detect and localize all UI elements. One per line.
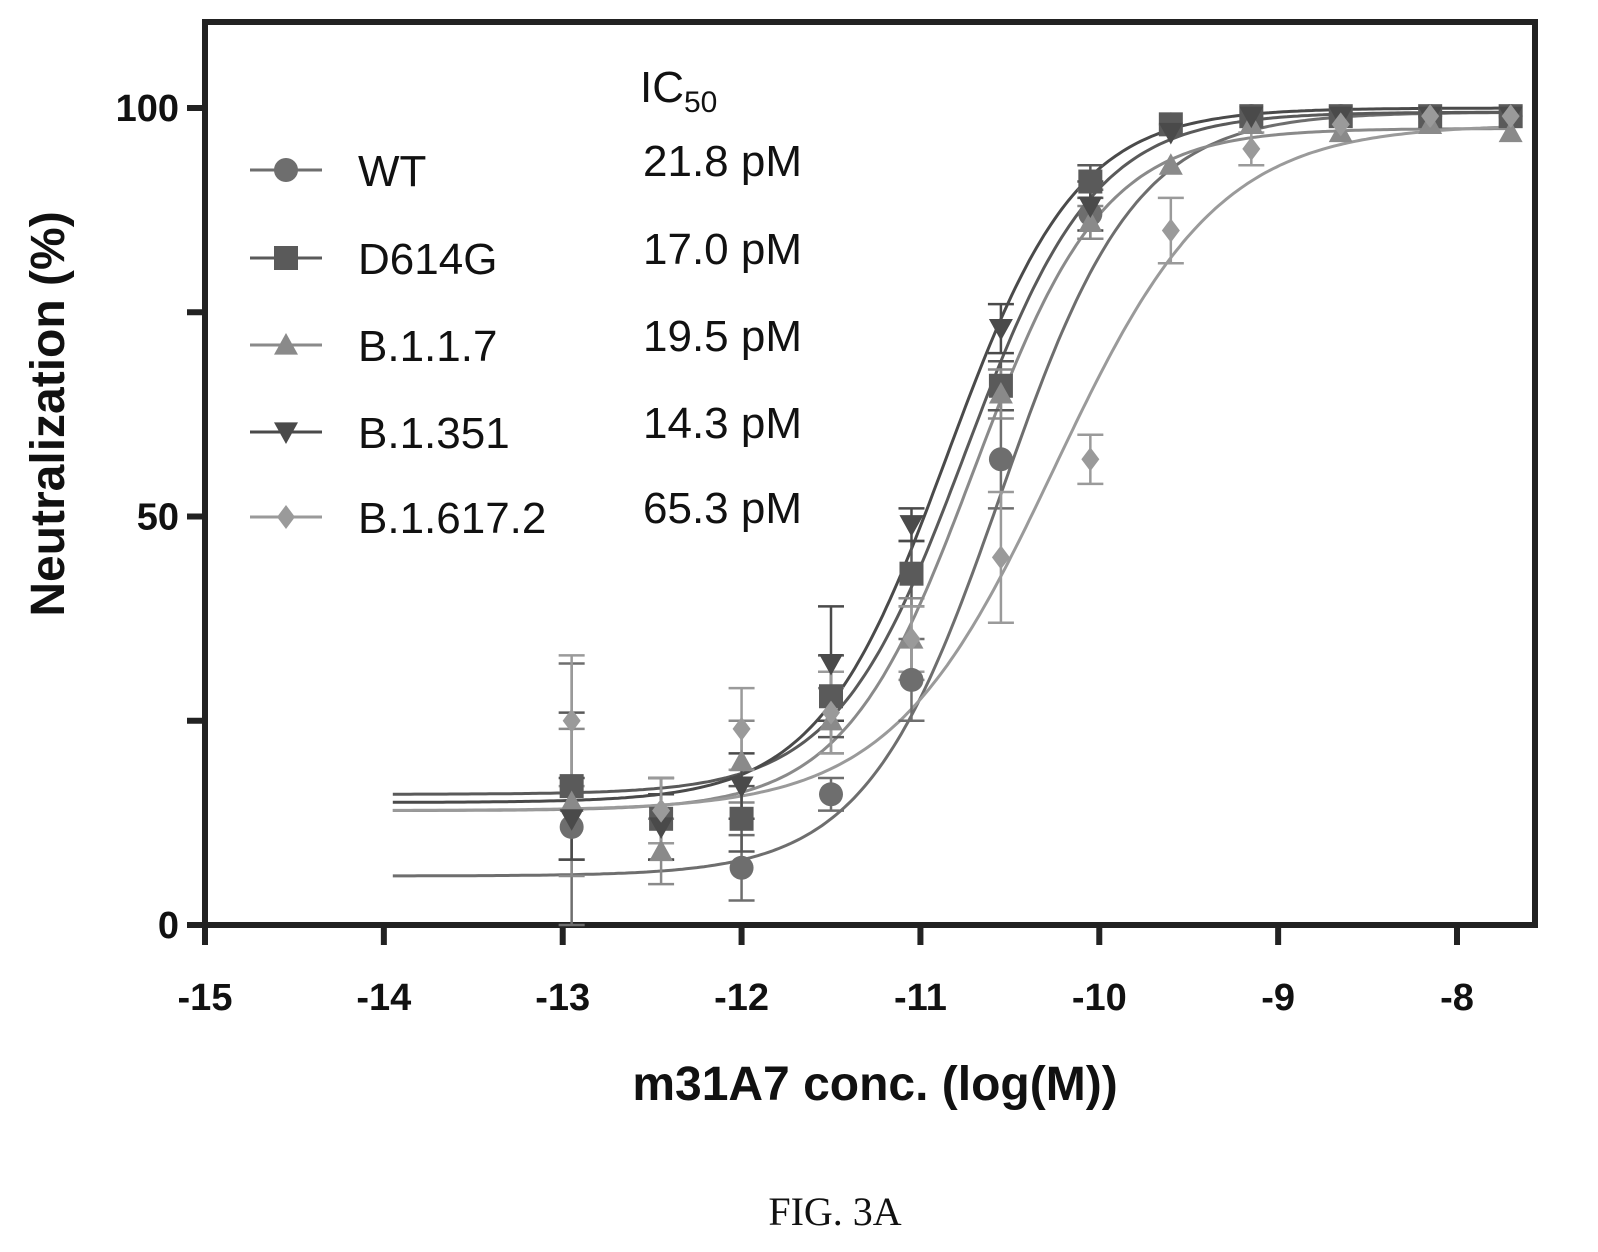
x-tick-label: -9 bbox=[1261, 977, 1295, 1019]
legend-header: IC50 bbox=[640, 63, 717, 119]
data-point-b-1-351 bbox=[1239, 106, 1264, 129]
data-point-b-1-617-2 bbox=[732, 716, 751, 741]
data-point-b-1-617-2 bbox=[902, 627, 921, 652]
data-point-b-1-351 bbox=[819, 653, 843, 676]
data-point-b-1-617-2 bbox=[562, 708, 581, 733]
fit-curve-b-1-617-2 bbox=[392, 125, 1509, 812]
data-point-wt bbox=[899, 667, 924, 692]
legend-marker bbox=[274, 422, 298, 444]
data-point-b-1-1-7 bbox=[729, 749, 754, 772]
legend-entry-wt: WT 21.8 pM bbox=[250, 137, 802, 196]
legend-series-name: B.1.351 bbox=[358, 409, 510, 458]
data-point-b-1-617-2 bbox=[822, 700, 840, 725]
legend-marker bbox=[274, 158, 298, 182]
data-point-b-1-1-7 bbox=[649, 839, 674, 862]
data-point-d614g bbox=[899, 561, 924, 586]
data-point-b-1-351 bbox=[649, 817, 674, 839]
data-point-b-1-351 bbox=[988, 318, 1013, 341]
chart-axes: -15 -14 -13 -12 -11 -10 -9 -8 0 50 100 bbox=[116, 19, 1538, 1019]
y-tick-label: 0 bbox=[158, 905, 179, 947]
figure-caption: FIG. 3A bbox=[768, 1189, 901, 1234]
data-point-b-1-617-2 bbox=[652, 798, 671, 823]
legend-ic50-value: 17.0 pM bbox=[643, 225, 802, 274]
legend-series-name: WT bbox=[358, 147, 426, 196]
x-tick-label: -10 bbox=[1072, 977, 1127, 1019]
y-tick-label: 50 bbox=[137, 497, 179, 539]
legend-ic50-value: 19.5 pM bbox=[643, 312, 802, 361]
data-point-b-1-617-2 bbox=[1161, 218, 1180, 243]
fit-curves bbox=[392, 106, 1509, 878]
data-point-b-1-617-2 bbox=[1331, 112, 1350, 137]
legend-header-subscript: 50 bbox=[684, 86, 717, 119]
legend-entry-b-1-1-7: B.1.1.7 19.5 pM bbox=[250, 312, 802, 371]
plot-frame bbox=[202, 19, 1538, 928]
fit-curve-b-1-1-7 bbox=[392, 127, 1509, 812]
y-tick-label: 100 bbox=[116, 88, 179, 130]
data-point-b-1-617-2 bbox=[1421, 104, 1440, 129]
data-point-b-1-1-7 bbox=[988, 381, 1013, 404]
data-points bbox=[559, 104, 1523, 880]
legend-entry-b-1-351: B.1.351 14.3 pM bbox=[250, 399, 802, 458]
data-point-b-1-617-2 bbox=[1242, 136, 1261, 161]
data-point-b-1-1-7 bbox=[1498, 120, 1523, 143]
legend-ic50-value: 65.3 pM bbox=[643, 484, 802, 533]
data-point-wt bbox=[729, 855, 754, 880]
fit-curve-d614g bbox=[392, 110, 1509, 796]
legend-marker bbox=[277, 505, 295, 529]
legend-series-name: B.1.1.7 bbox=[358, 322, 497, 371]
x-tick-label: -11 bbox=[894, 977, 947, 1019]
x-tick-label: -14 bbox=[356, 977, 411, 1019]
data-point-wt bbox=[988, 447, 1013, 472]
data-point-b-1-351 bbox=[899, 515, 924, 537]
x-tick-label: -13 bbox=[535, 977, 590, 1019]
data-point-b-1-1-7 bbox=[1078, 210, 1103, 232]
data-point-b-1-351 bbox=[559, 809, 584, 831]
data-point-b-1-1-7 bbox=[1158, 153, 1183, 175]
legend-entry-b-1-617-2: B.1.617.2 65.3 pM bbox=[250, 484, 802, 543]
legend-marker bbox=[274, 333, 298, 355]
legend-ic50-value: 21.8 pM bbox=[643, 137, 802, 186]
data-point-b-1-617-2 bbox=[1501, 104, 1520, 129]
data-point-b-1-351 bbox=[1158, 122, 1183, 145]
x-tick-label: -15 bbox=[178, 977, 233, 1019]
data-point-d614g bbox=[1078, 169, 1103, 194]
fit-curve-b-1-351 bbox=[392, 106, 1509, 804]
x-axis-title: m31A7 conc. (log(M)) bbox=[632, 1058, 1117, 1111]
data-point-b-1-617-2 bbox=[1081, 447, 1100, 472]
legend-entry-d614g: D614G 17.0 pM bbox=[250, 225, 802, 284]
data-point-d614g bbox=[729, 806, 754, 831]
legend-ic50-value: 14.3 pM bbox=[643, 399, 802, 448]
legend-series-name: D614G bbox=[358, 235, 497, 284]
legend-series-name: B.1.617.2 bbox=[358, 494, 546, 543]
data-point-wt bbox=[819, 782, 843, 807]
x-tick-label: -12 bbox=[714, 977, 769, 1019]
data-point-b-1-351 bbox=[1078, 196, 1103, 219]
data-point-b-1-351 bbox=[729, 776, 754, 799]
y-axis-title: Neutralization (%) bbox=[22, 211, 75, 616]
data-point-b-1-1-7 bbox=[559, 790, 584, 813]
x-tick-label: -8 bbox=[1440, 977, 1474, 1019]
legend-marker bbox=[274, 246, 298, 270]
fit-curve-wt bbox=[392, 111, 1509, 878]
data-point-b-1-617-2 bbox=[991, 545, 1010, 570]
